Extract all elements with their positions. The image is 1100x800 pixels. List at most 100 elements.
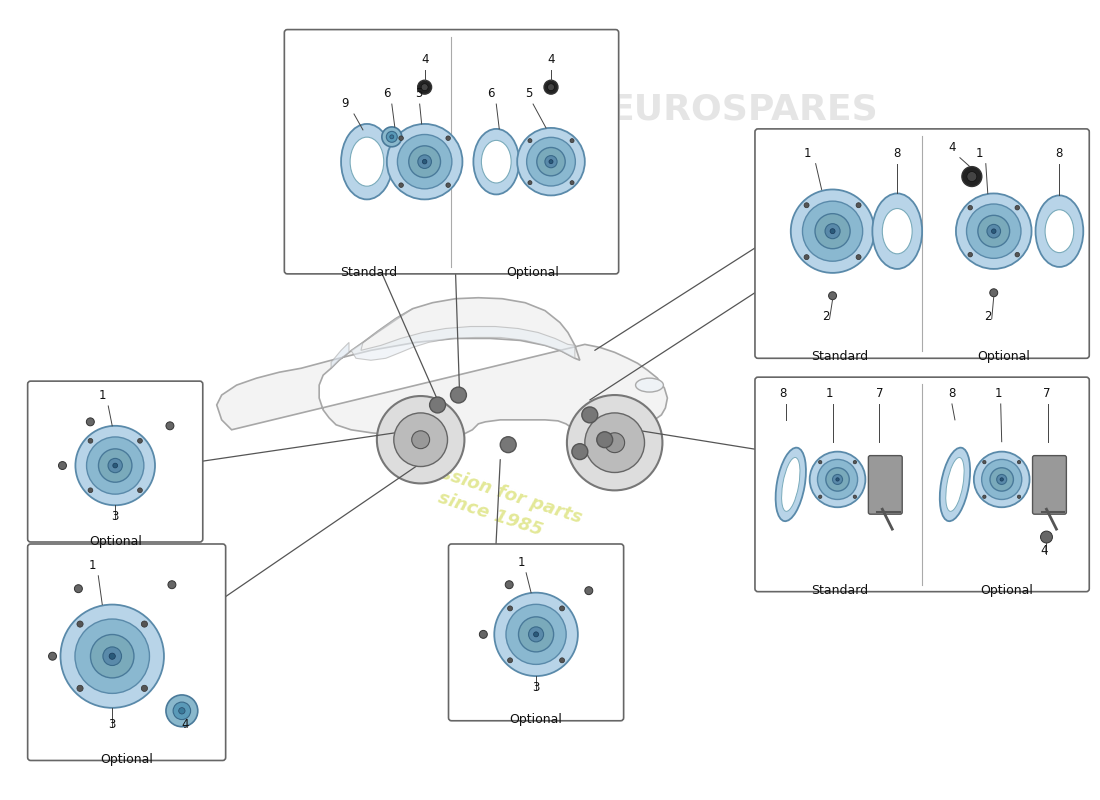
Circle shape bbox=[1018, 461, 1021, 464]
Ellipse shape bbox=[473, 129, 519, 194]
Text: Optional: Optional bbox=[977, 350, 1030, 363]
Circle shape bbox=[826, 468, 849, 491]
Circle shape bbox=[399, 183, 404, 187]
Circle shape bbox=[446, 183, 450, 187]
Circle shape bbox=[382, 127, 402, 146]
Text: Optional: Optional bbox=[509, 713, 562, 726]
Text: 8: 8 bbox=[779, 387, 786, 400]
Circle shape bbox=[987, 224, 1001, 238]
Text: 4: 4 bbox=[1041, 544, 1048, 557]
Circle shape bbox=[517, 128, 585, 195]
Circle shape bbox=[527, 138, 575, 186]
Circle shape bbox=[411, 430, 430, 449]
Circle shape bbox=[818, 461, 822, 464]
Circle shape bbox=[88, 438, 92, 443]
Circle shape bbox=[804, 202, 810, 208]
Circle shape bbox=[430, 397, 446, 413]
Text: 3: 3 bbox=[532, 681, 540, 694]
Text: 4: 4 bbox=[182, 718, 188, 730]
Circle shape bbox=[528, 627, 543, 642]
Circle shape bbox=[597, 432, 613, 448]
Circle shape bbox=[518, 617, 553, 652]
Circle shape bbox=[103, 647, 121, 666]
Circle shape bbox=[1000, 478, 1003, 481]
Circle shape bbox=[77, 621, 84, 627]
Ellipse shape bbox=[482, 140, 512, 183]
Circle shape bbox=[507, 606, 513, 611]
Text: 5: 5 bbox=[526, 87, 532, 100]
Circle shape bbox=[394, 413, 448, 466]
Circle shape bbox=[166, 422, 174, 430]
FancyBboxPatch shape bbox=[28, 544, 226, 761]
Text: Optional: Optional bbox=[101, 753, 154, 766]
Circle shape bbox=[537, 147, 565, 176]
Circle shape bbox=[168, 581, 176, 589]
Ellipse shape bbox=[636, 378, 663, 392]
Circle shape bbox=[166, 695, 198, 726]
Text: 1: 1 bbox=[99, 389, 106, 402]
Circle shape bbox=[87, 437, 144, 494]
Circle shape bbox=[544, 155, 557, 168]
Circle shape bbox=[88, 488, 92, 493]
Circle shape bbox=[87, 418, 95, 426]
Circle shape bbox=[138, 488, 142, 493]
FancyBboxPatch shape bbox=[449, 544, 624, 721]
Circle shape bbox=[138, 438, 142, 443]
Circle shape bbox=[967, 204, 1021, 258]
FancyBboxPatch shape bbox=[284, 30, 618, 274]
Circle shape bbox=[967, 171, 977, 182]
Ellipse shape bbox=[882, 209, 912, 254]
Circle shape bbox=[389, 135, 394, 139]
Circle shape bbox=[982, 495, 986, 498]
Circle shape bbox=[828, 292, 836, 300]
FancyBboxPatch shape bbox=[755, 129, 1089, 358]
Circle shape bbox=[109, 653, 116, 659]
Circle shape bbox=[856, 254, 861, 260]
Circle shape bbox=[528, 181, 532, 185]
Text: Standard: Standard bbox=[340, 266, 397, 279]
Ellipse shape bbox=[1045, 210, 1074, 253]
Text: 8: 8 bbox=[1056, 146, 1063, 160]
Text: 3: 3 bbox=[111, 510, 119, 523]
Circle shape bbox=[58, 462, 66, 470]
Circle shape bbox=[480, 630, 487, 638]
Ellipse shape bbox=[1035, 195, 1084, 267]
Text: since 1985: since 1985 bbox=[436, 489, 544, 539]
Circle shape bbox=[791, 190, 874, 273]
Circle shape bbox=[982, 461, 986, 464]
Circle shape bbox=[810, 452, 866, 507]
Circle shape bbox=[528, 138, 532, 142]
Text: 9: 9 bbox=[341, 97, 349, 110]
Circle shape bbox=[833, 474, 843, 485]
Circle shape bbox=[141, 686, 147, 691]
Text: 3: 3 bbox=[109, 718, 116, 730]
Circle shape bbox=[506, 604, 566, 664]
Circle shape bbox=[548, 84, 554, 90]
Text: 4: 4 bbox=[421, 54, 428, 66]
Text: 4: 4 bbox=[948, 141, 956, 154]
Circle shape bbox=[418, 80, 431, 94]
Circle shape bbox=[990, 289, 998, 297]
Circle shape bbox=[981, 459, 1022, 499]
Circle shape bbox=[77, 686, 84, 691]
Circle shape bbox=[1041, 531, 1053, 543]
Text: 8: 8 bbox=[948, 387, 956, 400]
Text: 5: 5 bbox=[415, 87, 422, 100]
Text: 1: 1 bbox=[996, 387, 1002, 400]
Circle shape bbox=[387, 124, 462, 199]
Text: Optional: Optional bbox=[89, 535, 142, 548]
Text: 1: 1 bbox=[804, 146, 812, 160]
Circle shape bbox=[418, 155, 431, 169]
Circle shape bbox=[990, 468, 1013, 491]
Circle shape bbox=[815, 214, 850, 249]
Ellipse shape bbox=[872, 194, 922, 269]
Circle shape bbox=[560, 658, 564, 663]
Polygon shape bbox=[217, 298, 668, 444]
Circle shape bbox=[377, 396, 464, 483]
Circle shape bbox=[804, 254, 810, 260]
Text: 7: 7 bbox=[876, 387, 883, 400]
Ellipse shape bbox=[341, 124, 393, 199]
Circle shape bbox=[141, 621, 147, 627]
Circle shape bbox=[585, 413, 645, 473]
Circle shape bbox=[397, 134, 452, 189]
